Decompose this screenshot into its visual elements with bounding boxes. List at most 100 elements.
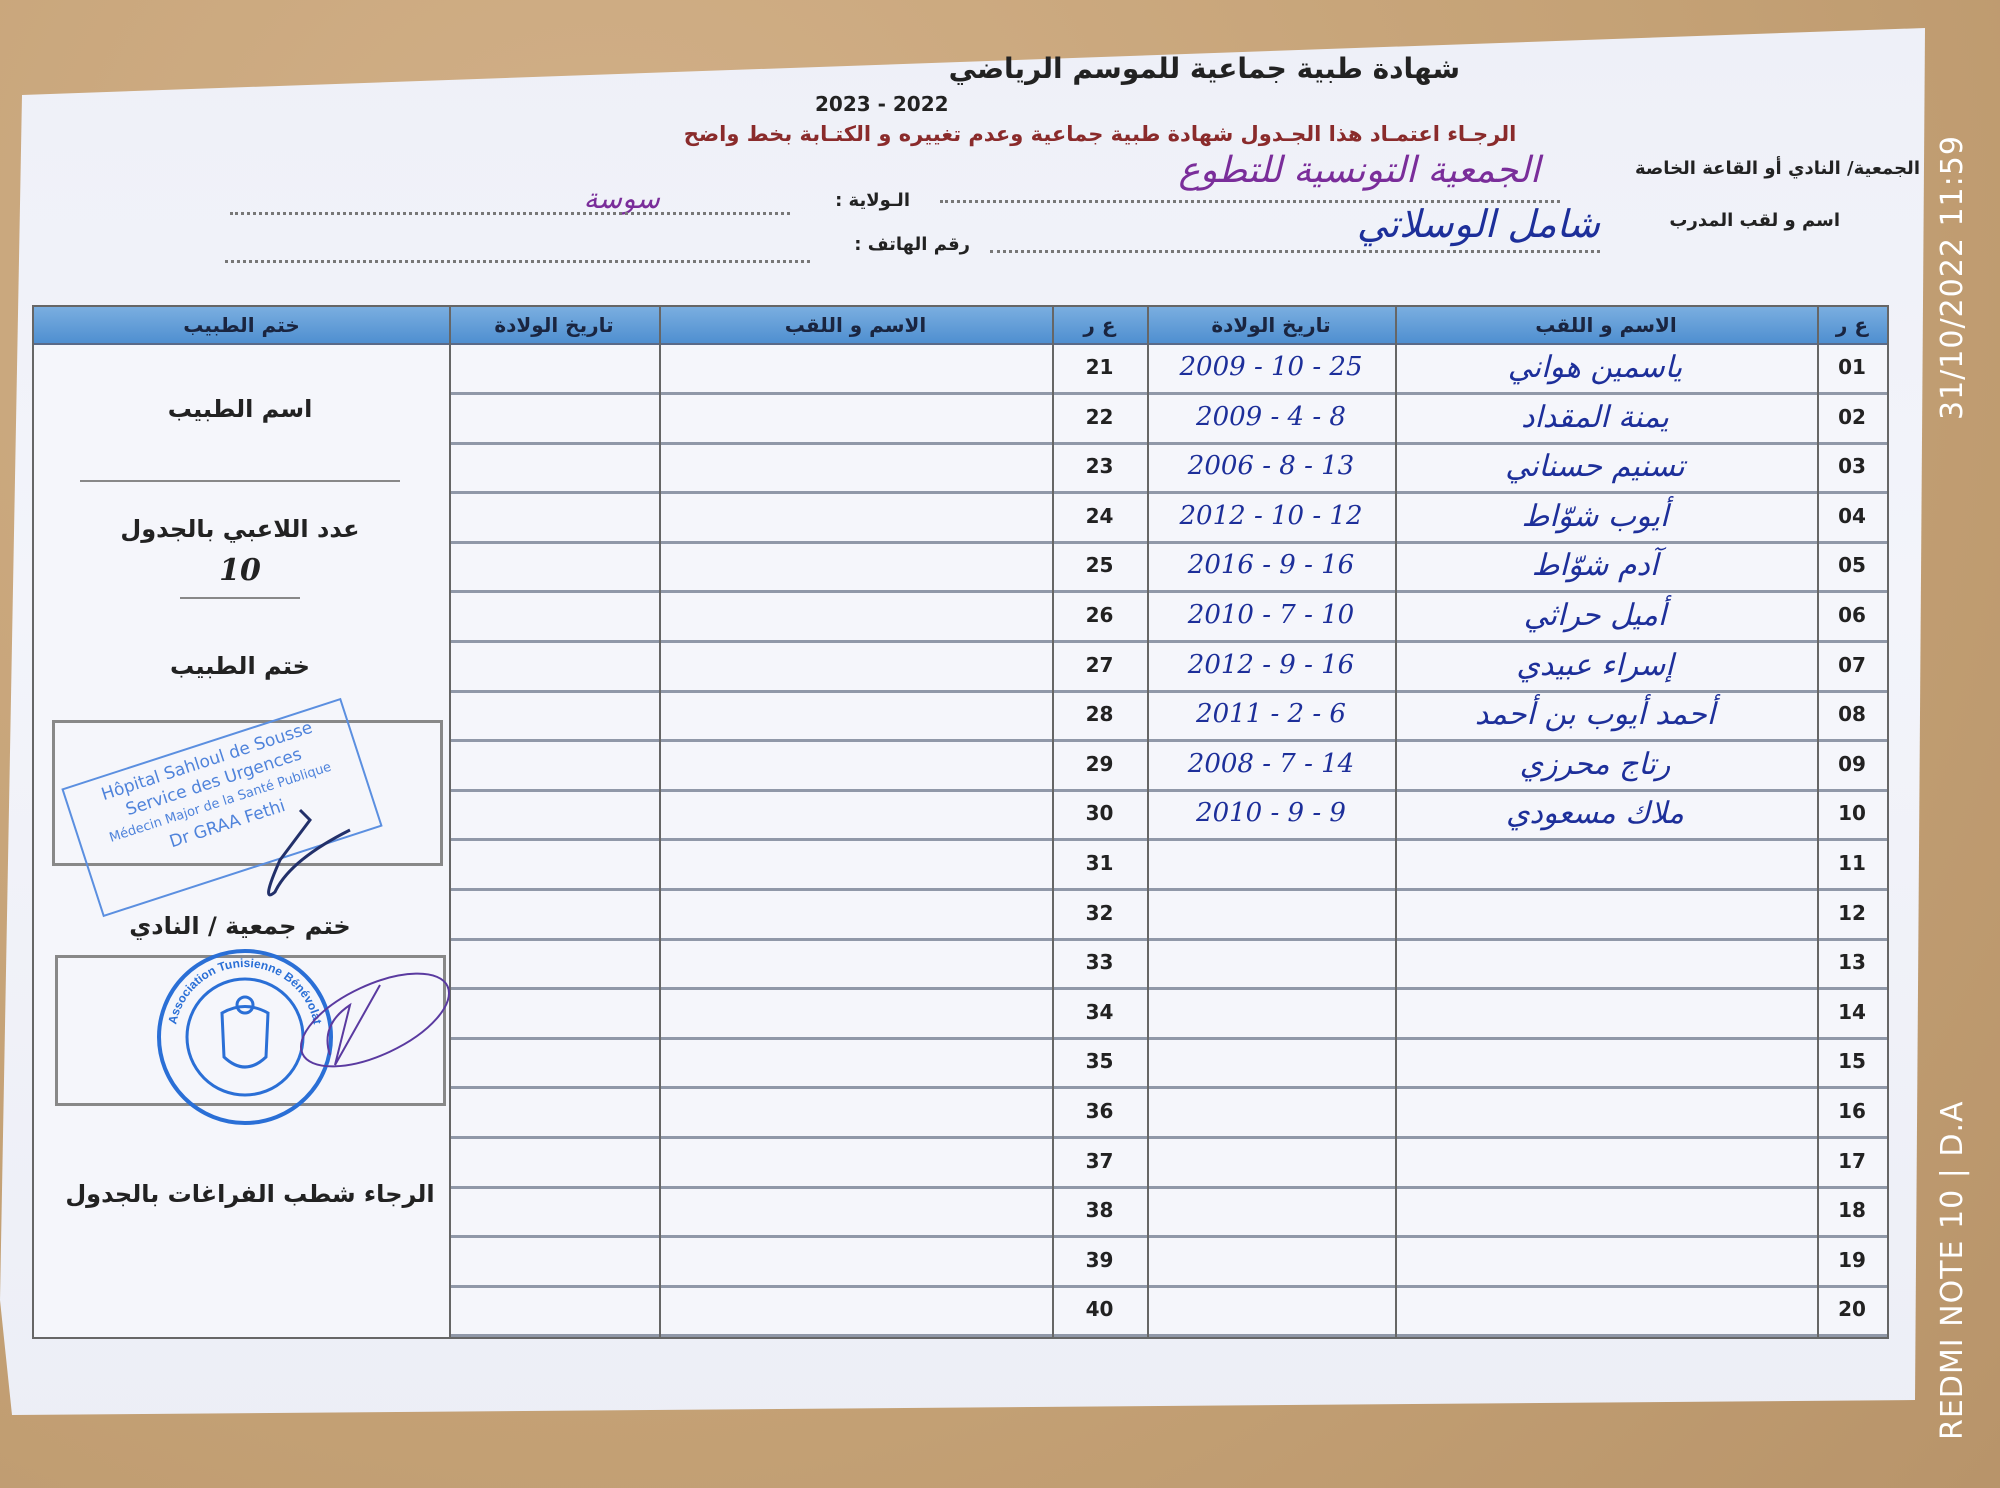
row-number: 28 <box>1085 702 1114 727</box>
player-name <box>659 789 1052 838</box>
player-name <box>659 393 1052 442</box>
header-birthdate-left: تاريخ الولادة <box>494 313 614 337</box>
player-birthdate <box>449 492 659 541</box>
player-name: رتاج محرزي <box>1519 746 1671 782</box>
table-row: 02 يمنة المقداد 2009 - 4 - 8 22 <box>449 393 1887 445</box>
player-birthdate <box>449 839 659 888</box>
player-name <box>1395 1087 1795 1136</box>
player-name <box>1395 1236 1795 1285</box>
table-row: 20 40 <box>449 1285 1887 1338</box>
phone-label: رقم الهاتف : <box>854 234 970 255</box>
player-birthdate <box>449 343 659 392</box>
header-number-left: ع ر <box>1083 313 1116 337</box>
state-line <box>230 212 790 215</box>
doctor-stamp-label: ختم الطبيب <box>170 652 310 680</box>
row-number: 23 <box>1085 454 1114 479</box>
season: 2023 - 2022 <box>815 92 949 116</box>
player-name <box>1395 889 1795 938</box>
table-row: 15 35 <box>449 1037 1887 1090</box>
player-name <box>1395 1285 1795 1334</box>
phone-line <box>225 260 810 263</box>
club-label: الجمعية/ النادي أو القاعة الخاصة <box>1635 158 1920 179</box>
player-birthdate: 2012 - 9 - 16 <box>1187 649 1355 680</box>
table-row: 19 39 <box>449 1236 1887 1288</box>
player-name <box>659 641 1052 690</box>
player-birthdate <box>1147 1186 1395 1235</box>
player-birthdate: 2010 - 9 - 9 <box>1196 798 1346 829</box>
player-birthdate <box>449 690 659 739</box>
club-line <box>940 200 1560 203</box>
row-number: 27 <box>1085 652 1114 677</box>
table-row: 01 ياسمين هواني 2009 - 10 - 25 21 <box>449 343 1887 395</box>
table-row: 07 إسراء عبيدي 2012 - 9 - 16 27 <box>449 641 1887 693</box>
player-birthdate <box>449 1186 659 1235</box>
instruction: الرجـاء اعتمـاد هذا الجـدول شهادة طبية ج… <box>683 122 1517 146</box>
table-row: 05 آدم شوّاط 2016 - 9 - 16 25 <box>449 541 1887 594</box>
player-birthdate <box>1147 1037 1395 1086</box>
row-number: 12 <box>1838 900 1866 925</box>
row-number: 15 <box>1838 1049 1866 1074</box>
row-number: 13 <box>1838 950 1866 975</box>
doctor-name-label: اسم الطبيب <box>167 395 313 423</box>
player-name <box>659 839 1052 888</box>
club-stamp-label: ختم جمعية / النادي <box>129 912 351 940</box>
table-row: 09 رتاج محرزي 2008 - 7 - 14 29 <box>449 740 1887 792</box>
player-name <box>659 442 1052 491</box>
player-name <box>659 988 1052 1037</box>
table-row: 17 37 <box>449 1137 1887 1189</box>
player-name <box>659 591 1052 640</box>
player-birthdate <box>449 1137 659 1186</box>
player-birthdate <box>449 1087 659 1136</box>
player-birthdate <box>1147 1137 1395 1186</box>
header-number-right: ع ر <box>1835 313 1869 337</box>
table-row: 13 33 <box>449 938 1887 991</box>
row-number: 36 <box>1085 1099 1114 1123</box>
player-birthdate <box>449 641 659 690</box>
club-stamp-text: Association Tunisienne Bénévolat <box>165 956 324 1025</box>
player-name <box>1395 839 1795 888</box>
player-name: آدم شوّاط <box>1531 548 1659 584</box>
row-number: 38 <box>1085 1198 1114 1223</box>
player-name <box>659 1137 1052 1186</box>
row-number: 18 <box>1838 1198 1866 1223</box>
column-divider <box>1817 307 1819 1337</box>
row-number: 04 <box>1838 503 1866 528</box>
header-birthdate-right: تاريخ الولادة <box>1211 313 1331 337</box>
row-number: 39 <box>1085 1247 1114 1272</box>
player-birthdate <box>449 988 659 1037</box>
row-number: 32 <box>1085 900 1114 925</box>
player-birthdate <box>1147 889 1395 938</box>
row-number: 34 <box>1085 999 1114 1024</box>
player-name <box>659 1186 1052 1235</box>
player-name: أميل حراثي <box>1523 598 1667 633</box>
photo-device-watermark: REDMI NOTE 10 | D.A <box>1935 1100 1970 1440</box>
state-label: الـولاية : <box>835 190 910 211</box>
player-birthdate: 2016 - 9 - 16 <box>1187 550 1355 581</box>
column-divider <box>1052 307 1054 1337</box>
club-stamp-box <box>55 955 446 1106</box>
table-row: 04 أيوب شوّاط 2012 - 10 - 12 24 <box>449 492 1887 544</box>
row-number: 17 <box>1838 1148 1866 1173</box>
table-row: 14 34 <box>449 988 1887 1040</box>
row-number: 25 <box>1085 553 1114 578</box>
row-number: 11 <box>1838 851 1866 875</box>
row-number: 03 <box>1838 454 1866 479</box>
photo-datetime-watermark: 31/10/2022 11:59 <box>1935 135 1970 420</box>
row-number: 35 <box>1085 1049 1114 1074</box>
row-number: 16 <box>1838 1099 1866 1123</box>
doctor-signature <box>267 808 351 897</box>
player-birthdate <box>449 789 659 838</box>
player-count-label: عدد اللاعبي بالجدول <box>120 515 360 543</box>
player-name <box>659 1087 1052 1136</box>
column-divider <box>1147 307 1149 1337</box>
player-birthdate <box>449 591 659 640</box>
player-name <box>1395 988 1795 1037</box>
row-number: 30 <box>1085 801 1114 826</box>
row-number: 31 <box>1085 851 1114 875</box>
row-number: 02 <box>1838 404 1866 429</box>
player-birthdate <box>449 1236 659 1285</box>
player-birthdate <box>449 740 659 789</box>
player-birthdate <box>1147 938 1395 987</box>
row-number: 37 <box>1085 1148 1114 1173</box>
player-birthdate: 2012 - 10 - 12 <box>1179 500 1363 531</box>
